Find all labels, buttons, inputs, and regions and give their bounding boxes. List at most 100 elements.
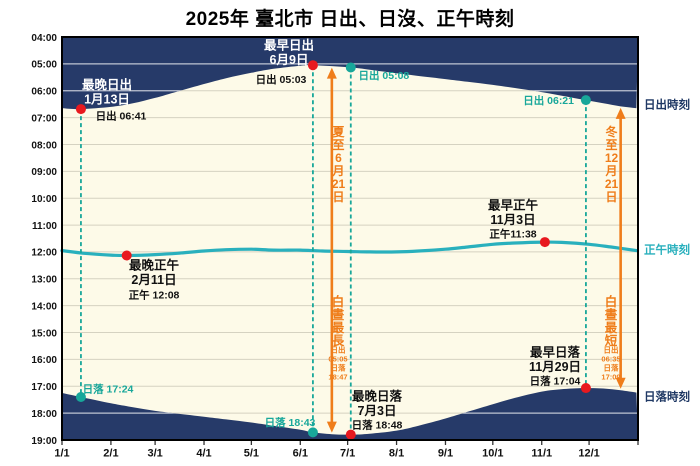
sunrise-series-title: 日出時刻 xyxy=(644,98,690,112)
summer-solstice-title: 日 xyxy=(332,190,344,204)
latest_sunrise-name: 最晚日出 xyxy=(82,77,132,92)
x-axis-label: 7/1 xyxy=(340,448,355,460)
latest_sunset-marker xyxy=(345,429,356,440)
winter-detail-times: 06:35 xyxy=(601,355,620,364)
y-axis-label: 18:00 xyxy=(31,409,57,420)
summer-daylight-caption: 白 xyxy=(332,294,345,309)
sunset_on_jun9-marker xyxy=(307,427,318,438)
latest_noon-marker xyxy=(121,250,132,261)
y-axis-label: 10:00 xyxy=(31,194,57,205)
summer-daylight-caption: 最 xyxy=(332,321,345,335)
summer-detail-times: 日出 xyxy=(331,345,346,355)
summer-solstice-title: 夏 xyxy=(332,125,345,139)
chart-title: 2025年 臺北市 日出、日沒、正午時刻 xyxy=(185,9,515,30)
y-axis-label: 08:00 xyxy=(31,140,57,151)
summer-detail-times: 18:47 xyxy=(328,373,347,382)
y-axis-label: 05:00 xyxy=(31,60,57,71)
y-axis-label: 17:00 xyxy=(31,382,57,393)
y-axis-label: 15:00 xyxy=(31,328,57,339)
y-axis-label: 14:00 xyxy=(31,301,57,312)
sunrise_on_nov29-label: 日出 06:21 xyxy=(523,94,574,107)
summer-arrowhead-up-icon xyxy=(326,67,337,79)
latest_sunrise-value: 日出 06:41 xyxy=(96,110,147,123)
summer-daylight-caption: 長 xyxy=(332,333,345,348)
latest_sunset-name: 最晚日落 xyxy=(352,389,403,404)
winter-solstice-title: 冬 xyxy=(605,124,617,139)
earliest_sunset-date: 11月29日 xyxy=(529,360,581,374)
sunset-series-title: 日落時刻 xyxy=(644,390,690,404)
latest_sunrise-marker xyxy=(75,104,86,115)
winter-detail-times: 日落 xyxy=(604,363,619,373)
earliest_sunrise-value: 日出 05:03 xyxy=(256,73,307,86)
x-axis-label: 5/1 xyxy=(244,448,259,460)
x-axis-label: 6/1 xyxy=(293,448,308,460)
earliest_noon-name: 最早正午 xyxy=(488,198,539,213)
sunrise_on_jul3-marker xyxy=(345,62,356,73)
summer-daylight-caption: 晝 xyxy=(332,307,345,322)
x-axis-label: 9/1 xyxy=(438,448,453,460)
winter-arrowhead-down-icon xyxy=(615,377,626,389)
sunset_on_jan13-marker xyxy=(75,392,86,403)
y-axis-label: 09:00 xyxy=(31,167,57,178)
y-axis-label: 07:00 xyxy=(31,113,57,124)
sunrise_on_jul3-label: 日出 05:08 xyxy=(359,69,410,82)
plot-border xyxy=(61,36,639,441)
x-axis-label: 3/1 xyxy=(147,448,162,460)
x-axis-label: 4/1 xyxy=(196,448,211,460)
y-axis-label: 13:00 xyxy=(31,275,57,286)
latest_noon-value: 正午 12:08 xyxy=(129,289,180,302)
earliest_noon-marker xyxy=(539,237,550,248)
earliest_sunrise-name: 最早日出 xyxy=(264,38,314,53)
summer-detail-times: 日落 xyxy=(331,363,346,373)
x-axis-label: 1/1 xyxy=(54,448,69,460)
winter-arrowhead-up-icon xyxy=(615,107,626,119)
earliest_sunset-value: 日落 17:04 xyxy=(530,375,581,388)
y-axis-label: 12:00 xyxy=(31,248,57,259)
winter-solstice-title: 12 xyxy=(605,151,619,165)
earliest_noon-date: 11月3日 xyxy=(490,213,535,227)
noon-series-title: 正午時刻 xyxy=(644,243,690,257)
y-axis-label: 16:00 xyxy=(31,355,57,366)
y-axis-label: 11:00 xyxy=(32,221,57,232)
x-axis-label: 8/1 xyxy=(389,448,404,460)
sunset_on_jan13-label: 日落 17:24 xyxy=(83,383,134,396)
x-axis-label: 2/1 xyxy=(103,448,118,460)
night-area-after-sunset xyxy=(62,388,638,440)
winter-detail-times: 日出 xyxy=(604,345,619,355)
earliest_noon-value: 正午11:38 xyxy=(489,228,536,241)
earliest_sunset-marker xyxy=(580,383,591,394)
summer-solstice-title: 6 xyxy=(335,151,342,165)
summer-arrowhead-down-icon xyxy=(326,421,337,433)
earliest_sunrise-date: 6月9日 xyxy=(270,53,309,67)
winter-daylight-caption: 短 xyxy=(605,333,618,348)
earliest_sunset-name: 最早日落 xyxy=(530,345,581,360)
sunrise_on_nov29-marker xyxy=(580,95,591,106)
winter-solstice-title: 月 xyxy=(604,164,617,178)
night-area-before-sunrise xyxy=(62,37,638,110)
y-axis-label: 06:00 xyxy=(31,87,57,98)
x-axis-label: 12/1 xyxy=(578,448,599,460)
summer-solstice-title: 月 xyxy=(331,164,344,178)
y-axis-label: 04:00 xyxy=(31,33,57,44)
winter-daylight-caption: 晝 xyxy=(605,307,618,322)
x-axis-label: 11/1 xyxy=(531,448,552,460)
winter-solstice-title: 日 xyxy=(605,190,617,204)
earliest_sunrise-marker xyxy=(307,60,318,71)
winter-solstice-title: 21 xyxy=(605,177,619,191)
latest_sunrise-date: 1月13日 xyxy=(84,93,130,107)
latest_sunset-value: 日落 18:48 xyxy=(352,419,403,432)
summer-solstice-title: 21 xyxy=(332,177,346,191)
winter-detail-times: 17:09 xyxy=(601,373,620,382)
winter-daylight-caption: 白 xyxy=(605,294,618,309)
summer-solstice-title: 至 xyxy=(332,138,344,152)
latest_noon-name: 最晚正午 xyxy=(129,258,180,273)
y-axis-label: 19:00 xyxy=(31,436,57,447)
latest_noon-date: 2月11日 xyxy=(131,273,176,287)
winter-daylight-caption: 最 xyxy=(605,321,618,335)
sunset_on_jun9-label: 日落 18:43 xyxy=(265,416,316,429)
winter-solstice-title: 至 xyxy=(605,138,617,152)
summer-detail-times: 05:05 xyxy=(328,355,347,364)
latest_sunset-date: 7月3日 xyxy=(358,404,397,418)
